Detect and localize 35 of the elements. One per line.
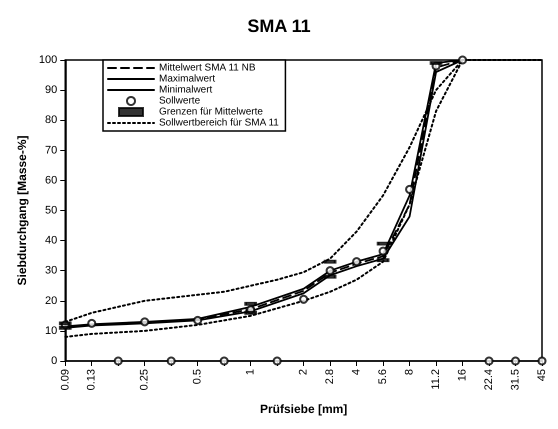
legend-label: Grenzen für Mittelwerte — [159, 106, 264, 118]
y-tick-label: 90 — [45, 84, 58, 96]
x-tick-label: 45 — [536, 369, 548, 382]
y-tick-label: 30 — [45, 264, 58, 277]
x-tick-label: 0.5 — [192, 369, 204, 384]
x-tick-label: 31.5 — [510, 369, 522, 390]
legend-label: Mittelwert SMA 11 NB — [159, 62, 256, 74]
x-tick-label: 8 — [404, 369, 416, 376]
x-axis-title: Prüfsiebe [mm] — [260, 402, 348, 416]
y-axis-title: Siebdurchgang [Masse-%] — [15, 135, 29, 286]
x-tick-label: 11.2 — [430, 369, 442, 390]
legend-label: Sollwerte — [159, 96, 201, 106]
x-tick-label: 0.25 — [138, 369, 151, 390]
x-tick-label: 22.4 — [483, 369, 496, 390]
chart-title: SMA 11 — [247, 16, 311, 36]
x-tick-label: 2.8 — [324, 369, 336, 384]
x-tick-label: 0.13 — [86, 369, 98, 390]
legend-label: Minimalwert — [159, 84, 213, 96]
y-tick-label: 40 — [45, 234, 58, 247]
y-tick-label: 50 — [45, 204, 58, 216]
legend-label: Maximalwert — [159, 74, 216, 84]
x-tick-label: 4 — [350, 369, 363, 376]
legend-label: Sollwertbereich für SMA 11 — [159, 118, 280, 128]
y-tick-label: 20 — [45, 294, 58, 307]
x-tick-label: 5.6 — [377, 369, 390, 384]
y-tick-label: 60 — [45, 174, 58, 186]
x-tick-label: 0.09 — [59, 369, 72, 390]
x-tick-label: 16 — [456, 369, 469, 382]
x-tick-label: 1 — [244, 369, 257, 376]
y-tick-label: 70 — [45, 144, 58, 156]
y-tick-label: 80 — [45, 114, 58, 126]
y-tick-label: 100 — [38, 54, 58, 66]
x-tick-label: 2 — [298, 369, 310, 376]
y-tick-label: 0 — [51, 355, 58, 367]
y-tick-label: 10 — [45, 324, 58, 337]
